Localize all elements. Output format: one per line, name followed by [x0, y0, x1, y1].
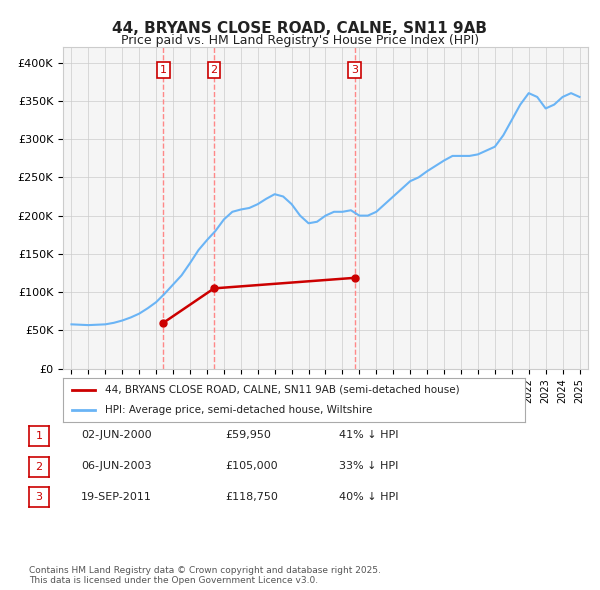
Text: 1: 1 — [35, 431, 43, 441]
Text: Contains HM Land Registry data © Crown copyright and database right 2025.
This d: Contains HM Land Registry data © Crown c… — [29, 566, 380, 585]
Text: Price paid vs. HM Land Registry's House Price Index (HPI): Price paid vs. HM Land Registry's House … — [121, 34, 479, 47]
Text: £105,000: £105,000 — [225, 461, 278, 471]
Text: 40% ↓ HPI: 40% ↓ HPI — [339, 492, 398, 502]
Text: 19-SEP-2011: 19-SEP-2011 — [81, 492, 152, 502]
Point — [209, 284, 219, 293]
Text: 41% ↓ HPI: 41% ↓ HPI — [339, 431, 398, 440]
Text: 1: 1 — [160, 65, 167, 75]
Text: HPI: Average price, semi-detached house, Wiltshire: HPI: Average price, semi-detached house,… — [104, 405, 372, 415]
Text: 3: 3 — [351, 65, 358, 75]
Text: 06-JUN-2003: 06-JUN-2003 — [81, 461, 151, 471]
Text: 44, BRYANS CLOSE ROAD, CALNE, SN11 9AB (semi-detached house): 44, BRYANS CLOSE ROAD, CALNE, SN11 9AB (… — [104, 385, 459, 395]
Text: £118,750: £118,750 — [225, 492, 278, 502]
Text: 2: 2 — [35, 462, 43, 471]
Point — [158, 318, 168, 327]
Text: 44, BRYANS CLOSE ROAD, CALNE, SN11 9AB: 44, BRYANS CLOSE ROAD, CALNE, SN11 9AB — [113, 21, 487, 35]
Text: 3: 3 — [35, 493, 43, 502]
Text: 2: 2 — [211, 65, 218, 75]
Text: 02-JUN-2000: 02-JUN-2000 — [81, 431, 152, 440]
Text: 33% ↓ HPI: 33% ↓ HPI — [339, 461, 398, 471]
Point — [350, 273, 359, 283]
Text: £59,950: £59,950 — [225, 431, 271, 440]
